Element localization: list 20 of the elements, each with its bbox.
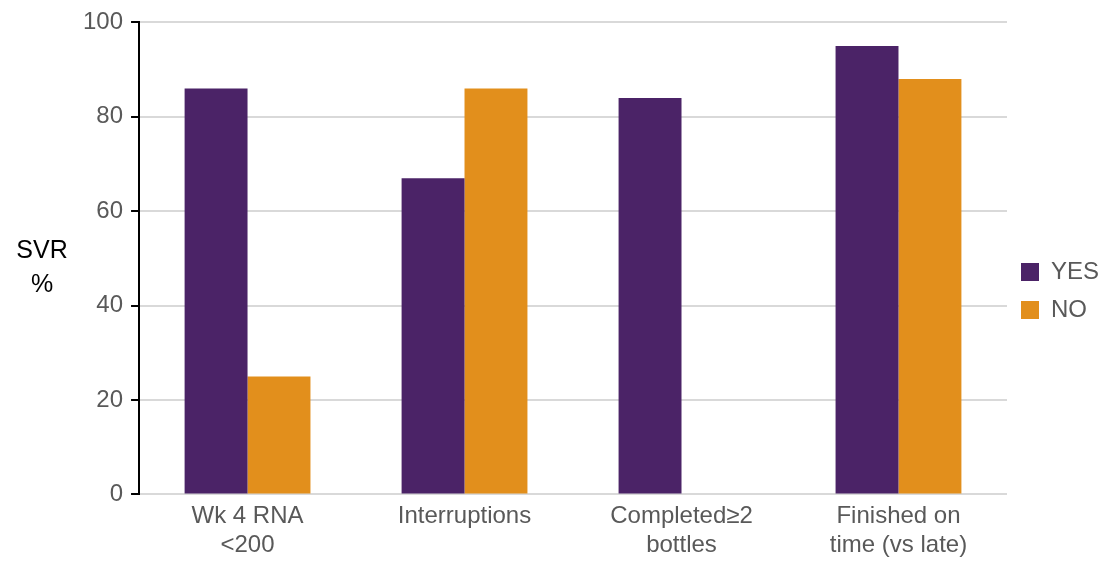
x-tick-label: Completed≥2 bottles: [610, 501, 753, 558]
bar: [464, 88, 528, 494]
y-tick-label: 40: [96, 290, 124, 318]
y-tick-label: 0: [109, 479, 124, 507]
x-tick-label: Wk 4 RNA <200: [191, 501, 304, 558]
bar: [835, 46, 899, 494]
legend-label: YES: [1050, 256, 1100, 284]
bar: [898, 79, 962, 494]
y-tick-label: 80: [96, 101, 124, 129]
y-tick-label: 20: [96, 384, 124, 412]
bar: [184, 88, 248, 494]
x-tick-label: Interruptions: [397, 501, 532, 529]
bar: [247, 376, 311, 494]
y-tick-label: 100: [83, 7, 124, 35]
y-axis-title: SVR %: [15, 234, 69, 299]
y-tick-label: 60: [96, 195, 124, 223]
x-tick-label: Finished on time (vs late): [829, 501, 968, 558]
legend-label: NO: [1050, 294, 1087, 322]
bar: [618, 97, 682, 494]
bar: [401, 178, 465, 494]
